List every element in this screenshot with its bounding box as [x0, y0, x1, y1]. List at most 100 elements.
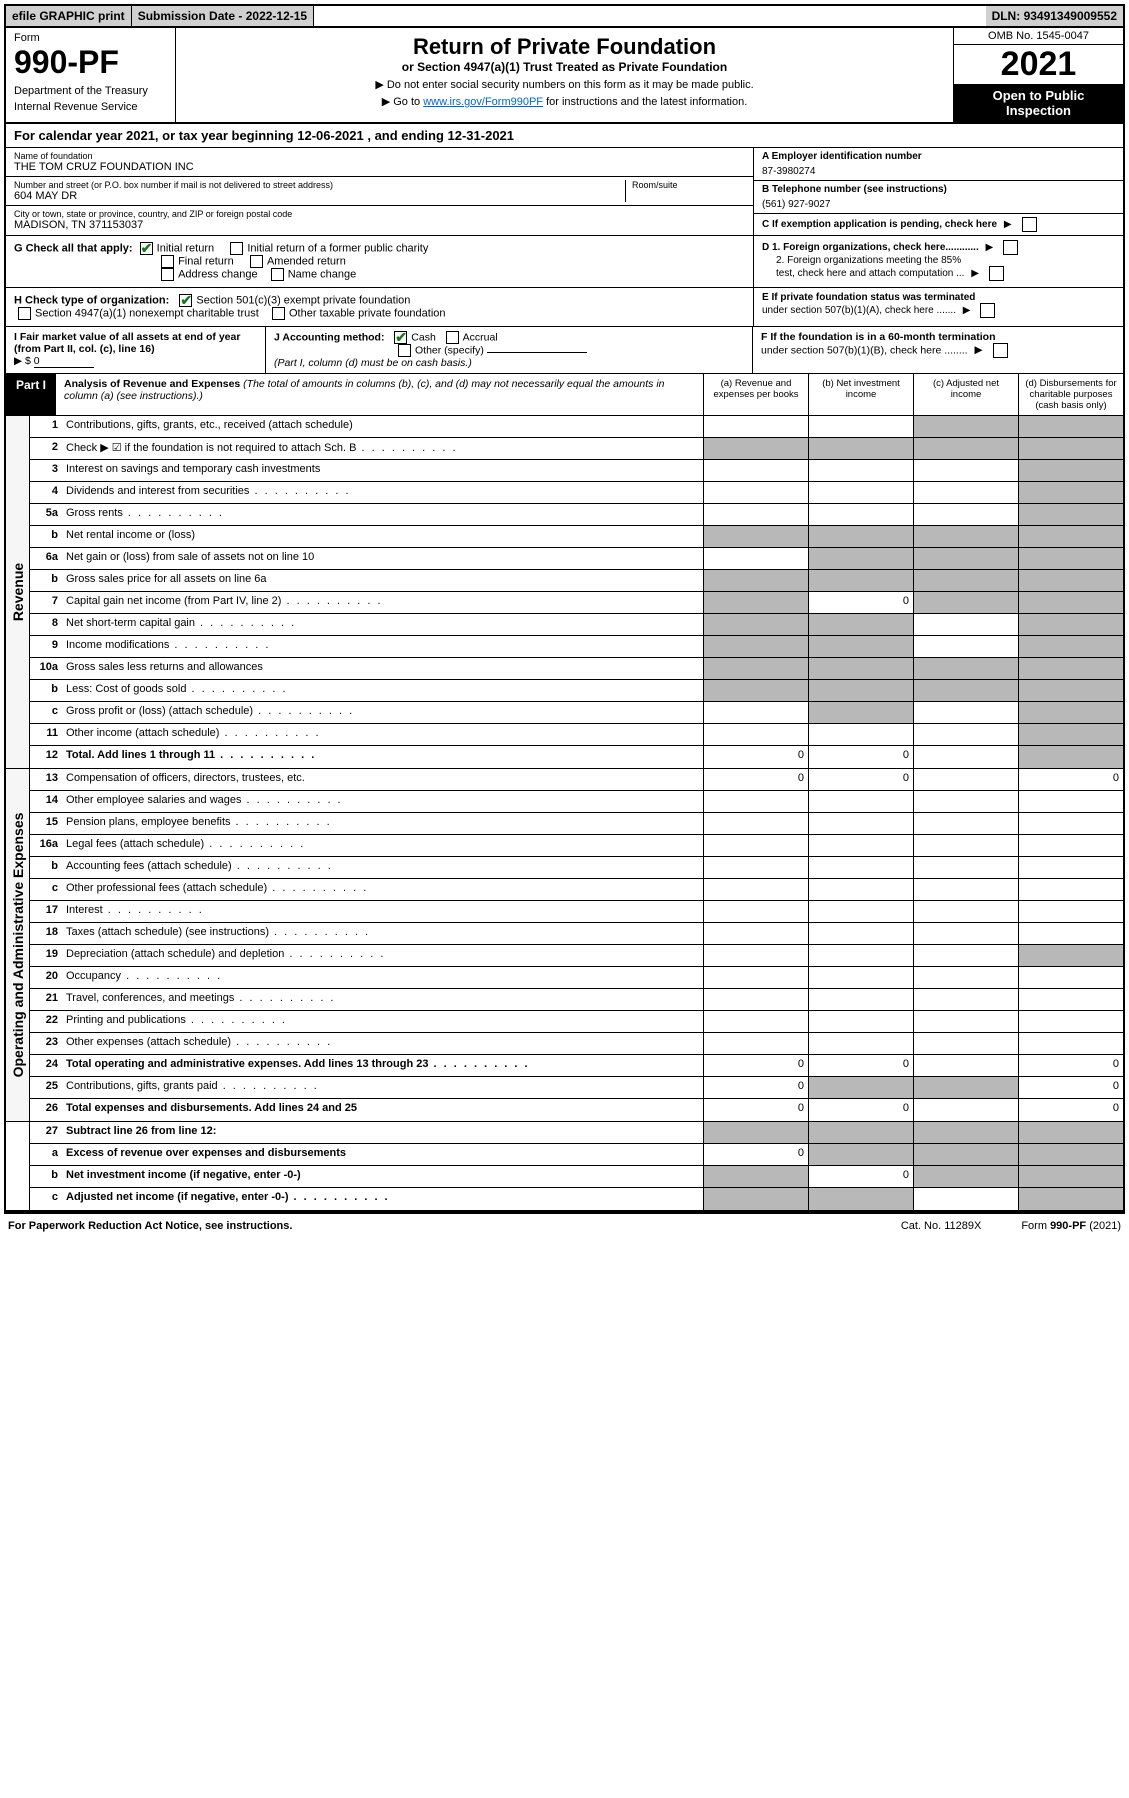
- cell-col-a: [703, 791, 808, 812]
- form-header: Form 990-PF Department of the Treasury I…: [6, 28, 1123, 124]
- note-ssn: ▶ Do not enter social security numbers o…: [182, 78, 947, 91]
- cell-col-b: [808, 945, 913, 966]
- checkbox-initial-return[interactable]: [140, 242, 153, 255]
- cell-col-b: [808, 967, 913, 988]
- address-row: Number and street (or P.O. box number if…: [6, 177, 753, 206]
- line-description: Subtract line 26 from line 12:: [62, 1122, 703, 1143]
- checkbox-f[interactable]: [993, 343, 1008, 358]
- foundation-name-row: Name of foundation THE TOM CRUZ FOUNDATI…: [6, 148, 753, 177]
- checkbox-other-taxable[interactable]: [272, 307, 285, 320]
- cell-col-b: 0: [808, 1166, 913, 1187]
- table-row: 24Total operating and administrative exp…: [30, 1055, 1123, 1077]
- cell-col-a: [703, 945, 808, 966]
- cell-col-c: [913, 1077, 1018, 1098]
- footer-form: Form 990-PF (2021): [1021, 1220, 1121, 1232]
- form-label: Form: [14, 32, 167, 44]
- tax-year: 2021: [954, 45, 1123, 84]
- cell-col-a: [703, 482, 808, 503]
- c-pending-row: C If exemption application is pending, c…: [754, 214, 1123, 235]
- table-row: aExcess of revenue over expenses and dis…: [30, 1144, 1123, 1166]
- line-number: 24: [30, 1055, 62, 1076]
- omb-number: OMB No. 1545-0047: [954, 28, 1123, 45]
- dept-treasury: Department of the Treasury: [14, 85, 167, 97]
- line-number: 25: [30, 1077, 62, 1098]
- table-row: 21Travel, conferences, and meetings: [30, 989, 1123, 1011]
- line-number: c: [30, 879, 62, 900]
- checkbox-accrual[interactable]: [446, 331, 459, 344]
- line-description: Net investment income (if negative, ente…: [62, 1166, 703, 1187]
- line-description: Gross sales price for all assets on line…: [62, 570, 703, 591]
- cell-col-d: [1018, 482, 1123, 503]
- line-number: 21: [30, 989, 62, 1010]
- header-center: Return of Private Foundation or Section …: [176, 28, 953, 122]
- f-section: F If the foundation is in a 60-month ter…: [753, 327, 1123, 373]
- cell-col-c: [913, 857, 1018, 878]
- checkbox-e[interactable]: [980, 303, 995, 318]
- expense-side-label: Operating and Administrative Expenses: [6, 769, 30, 1121]
- table-row: 23Other expenses (attach schedule): [30, 1033, 1123, 1055]
- top-bar: efile GRAPHIC print Submission Date - 20…: [6, 6, 1123, 28]
- cell-col-a: [703, 702, 808, 723]
- line-number: 13: [30, 769, 62, 790]
- line-description: Legal fees (attach schedule): [62, 835, 703, 856]
- line-description: Capital gain net income (from Part IV, l…: [62, 592, 703, 613]
- irs-link[interactable]: www.irs.gov/Form990PF: [423, 96, 543, 108]
- line-description: Dividends and interest from securities: [62, 482, 703, 503]
- cell-col-d: [1018, 702, 1123, 723]
- cell-col-a: [703, 416, 808, 437]
- identity-left: Name of foundation THE TOM CRUZ FOUNDATI…: [6, 148, 753, 235]
- checkbox-amended[interactable]: [250, 255, 263, 268]
- cell-col-c: [913, 945, 1018, 966]
- cell-col-c: [913, 614, 1018, 635]
- cell-col-d: 0: [1018, 769, 1123, 790]
- cell-col-c: [913, 967, 1018, 988]
- line-number: 18: [30, 923, 62, 944]
- form-container: efile GRAPHIC print Submission Date - 20…: [4, 4, 1125, 1214]
- cell-col-b: [808, 702, 913, 723]
- cell-col-b: [808, 1011, 913, 1032]
- cell-col-d: [1018, 416, 1123, 437]
- line-number: 16a: [30, 835, 62, 856]
- table-row: 2Check ▶ ☑ if the foundation is not requ…: [30, 438, 1123, 460]
- checkbox-other-method[interactable]: [398, 344, 411, 357]
- table-row: 1Contributions, gifts, grants, etc., rec…: [30, 416, 1123, 438]
- line-description: Other income (attach schedule): [62, 724, 703, 745]
- cell-col-d: [1018, 746, 1123, 768]
- cell-col-c: [913, 923, 1018, 944]
- line-number: 27: [30, 1122, 62, 1143]
- checkbox-d1[interactable]: [1003, 240, 1018, 255]
- cell-col-d: [1018, 1011, 1123, 1032]
- cell-col-c: [913, 570, 1018, 591]
- cell-col-c: [913, 658, 1018, 679]
- table-row: cGross profit or (loss) (attach schedule…: [30, 702, 1123, 724]
- checkbox-d2[interactable]: [989, 266, 1004, 281]
- line-number: 23: [30, 1033, 62, 1054]
- line-description: Total expenses and disbursements. Add li…: [62, 1099, 703, 1121]
- table-row: 22Printing and publications: [30, 1011, 1123, 1033]
- line-number: 11: [30, 724, 62, 745]
- checkbox-initial-former[interactable]: [230, 242, 243, 255]
- cell-col-b: [808, 1122, 913, 1143]
- checkbox-c[interactable]: [1022, 217, 1037, 232]
- cell-col-c: [913, 901, 1018, 922]
- checkbox-4947[interactable]: [18, 307, 31, 320]
- net-table: 27Subtract line 26 from line 12:aExcess …: [6, 1122, 1123, 1212]
- line-description: Accounting fees (attach schedule): [62, 857, 703, 878]
- cell-col-b: [808, 1033, 913, 1054]
- cell-col-a: [703, 504, 808, 525]
- checkbox-address-change[interactable]: [161, 268, 174, 281]
- checkbox-name-change[interactable]: [271, 268, 284, 281]
- cell-col-d: [1018, 967, 1123, 988]
- line-number: 15: [30, 813, 62, 834]
- cell-col-b: [808, 416, 913, 437]
- cell-col-d: [1018, 835, 1123, 856]
- checkbox-cash[interactable]: [394, 331, 407, 344]
- checkbox-501c3[interactable]: [179, 294, 192, 307]
- cell-col-d: [1018, 945, 1123, 966]
- cell-col-a: 0: [703, 769, 808, 790]
- cell-col-c: [913, 1033, 1018, 1054]
- table-row: 8Net short-term capital gain: [30, 614, 1123, 636]
- cell-col-a: [703, 724, 808, 745]
- d-section: D 1. Foreign organizations, check here..…: [753, 236, 1123, 287]
- checkbox-final-return[interactable]: [161, 255, 174, 268]
